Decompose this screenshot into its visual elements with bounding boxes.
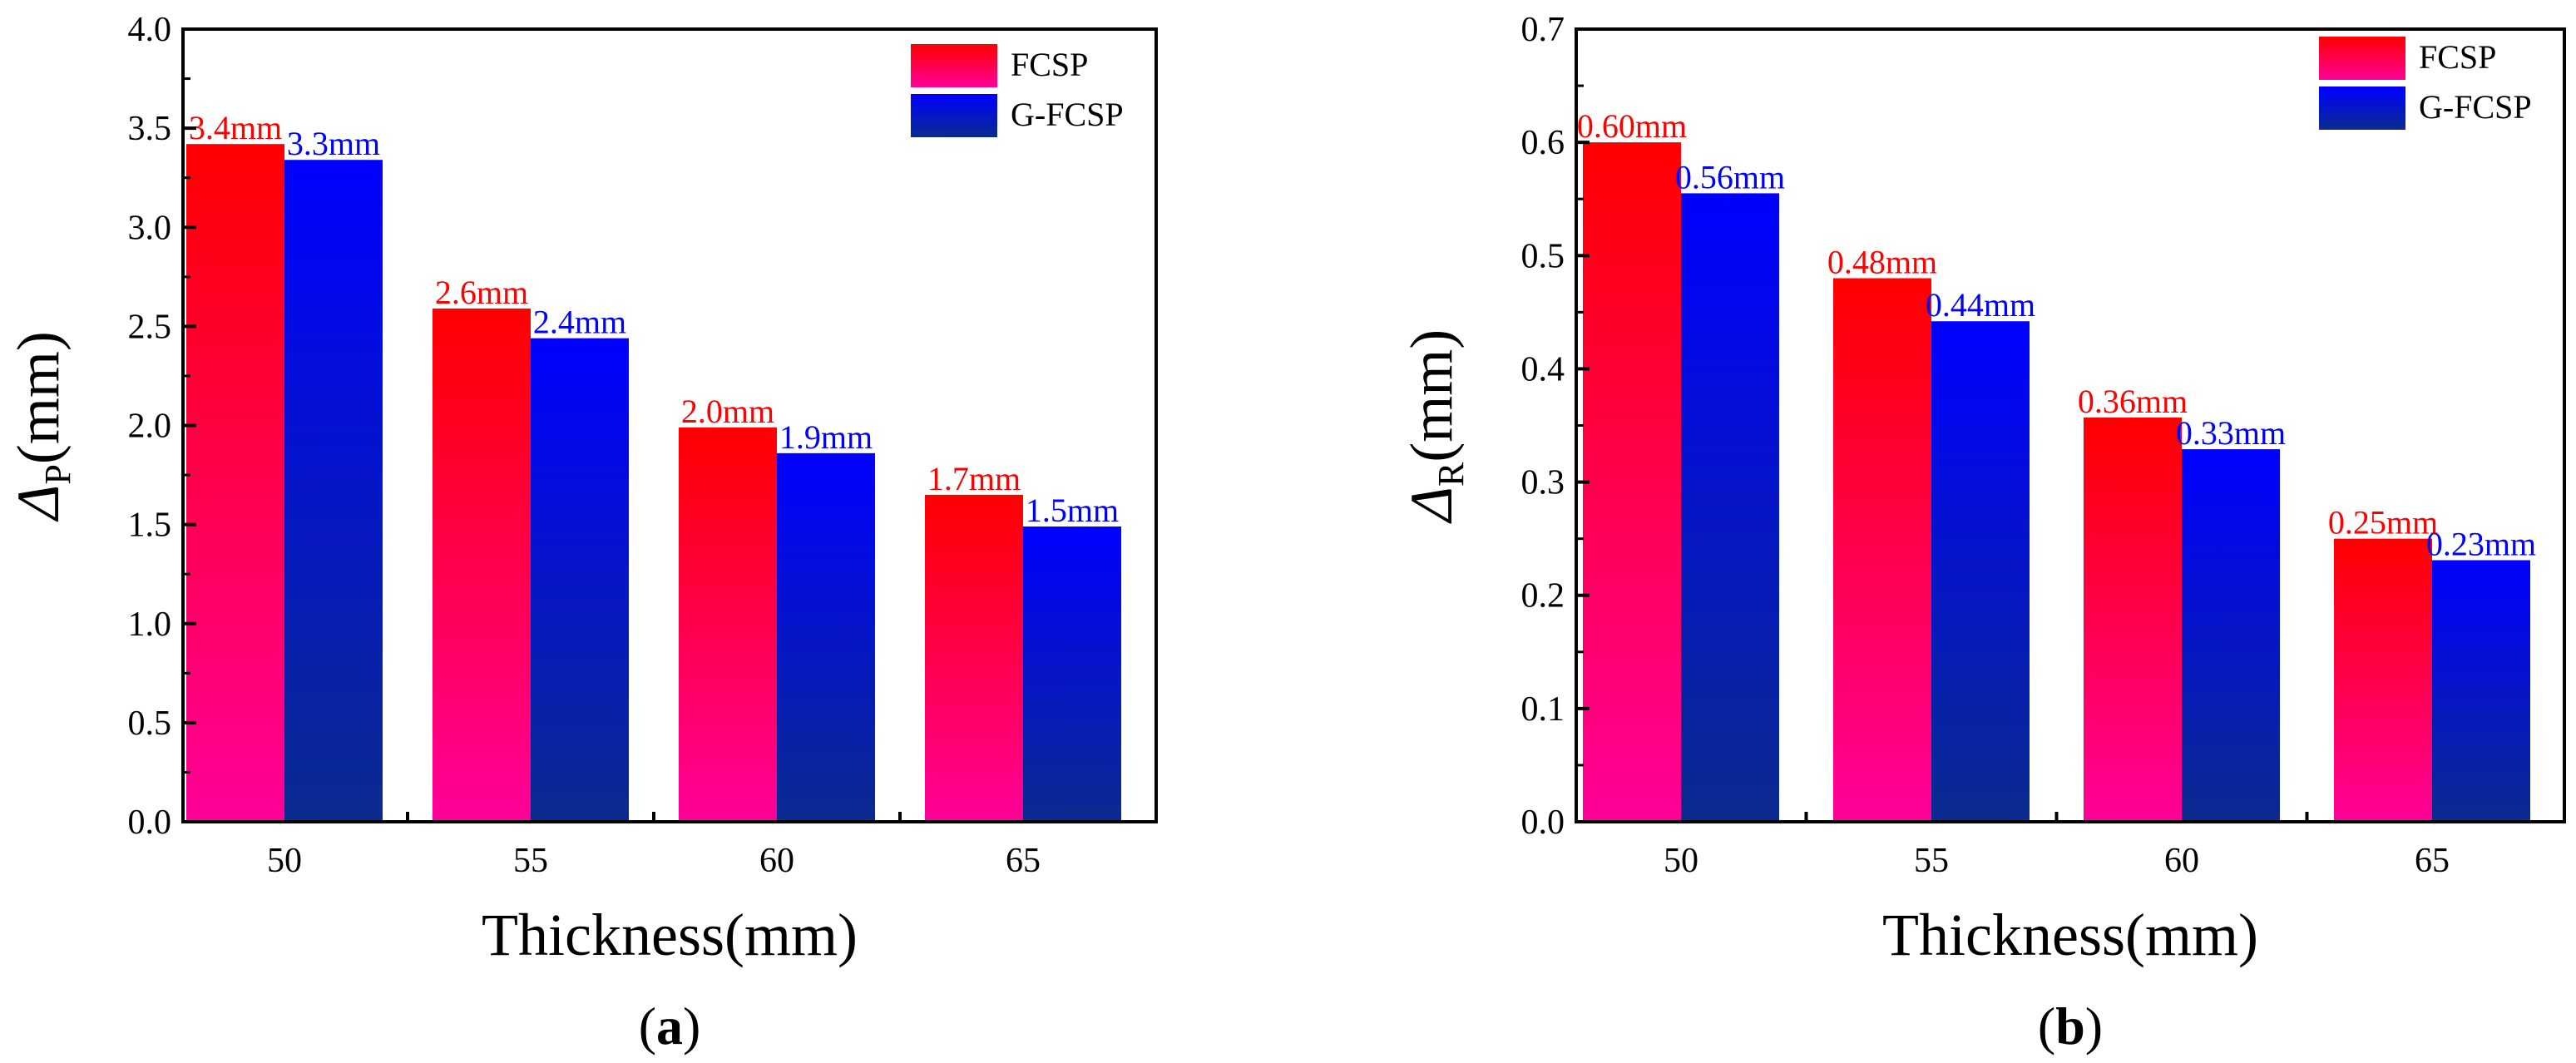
- data-label-g-fcsp-55-a: 2.4mm: [533, 304, 626, 341]
- y-tick-label-a: 1.5: [128, 507, 172, 545]
- legend-label-fcsp-a: FCSP: [1011, 46, 1088, 83]
- x-axis-ticks-a: 50 55 60 65: [267, 812, 1041, 880]
- data-label-g-fcsp-65-b: 0.23mm: [2426, 526, 2536, 563]
- chart-panel-b: 0.60mm 0.48mm 0.36mm 0.25mm 0.56mm 0.44mm 0.33…: [1398, 11, 2566, 1056]
- bar-fcsp-65-a: [925, 494, 1023, 822]
- data-label-g-fcsp-65-a: 1.5mm: [1026, 492, 1119, 529]
- y-tick-label-b: 0.6: [1521, 124, 1565, 162]
- y-tick-label-b: 0.3: [1521, 464, 1565, 502]
- data-label-fcsp-55-a: 2.6mm: [435, 274, 528, 311]
- x-tick-label-b: 65: [2415, 842, 2450, 880]
- bar-fcsp-60-a: [679, 427, 777, 822]
- bar-g-fcsp-55-a: [531, 338, 629, 822]
- legend-label-fcsp-b: FCSP: [2419, 38, 2496, 76]
- legend-swatch-gfcsp-b: [2319, 87, 2405, 130]
- y-axis-ticks-b: 0.0 0.1 0.2 0.3 0.4 0.5 0.6 0.7: [1521, 11, 1590, 842]
- data-label-fcsp-55-b: 0.48mm: [1827, 244, 1937, 281]
- data-labels-a: 3.4mm 2.6mm 2.0mm 1.7mm 3.3mm 2.4mm 1.9mm 1.5mm: [189, 109, 1119, 529]
- data-label-g-fcsp-60-b: 0.33mm: [2176, 414, 2286, 452]
- data-label-fcsp-60-a: 2.0mm: [681, 393, 774, 430]
- y-axis-unit-b: (mm): [1398, 329, 1465, 462]
- y-tick-label-a: 0.5: [128, 705, 172, 743]
- y-tick-label-a: 3.5: [128, 110, 172, 148]
- data-labels-b: 0.60mm 0.48mm 0.36mm 0.25mm 0.56mm 0.44mm 0.33…: [1577, 107, 2536, 562]
- bar-fcsp-60-b: [2084, 417, 2182, 822]
- bars-b: [1583, 142, 2530, 823]
- y-axis-subscript-a: P: [37, 464, 78, 484]
- legend-label-gfcsp-b: G-FCSP: [2419, 88, 2532, 126]
- bar-fcsp-65-b: [2334, 538, 2432, 822]
- y-axis-ticks-a: 0.0 0.5 1.0 1.5 2.0 2.5 3.0 3.5 4.0: [128, 11, 196, 842]
- data-label-g-fcsp-50-a: 3.3mm: [287, 125, 380, 162]
- y-axis-unit-a: (mm): [5, 331, 72, 464]
- y-tick-label-a: 3.0: [128, 209, 172, 247]
- data-label-fcsp-60-b: 0.36mm: [2078, 383, 2188, 420]
- panel-label-a: (a): [639, 996, 701, 1056]
- bar-g-fcsp-60-a: [777, 452, 875, 822]
- bar-fcsp-50-b: [1583, 142, 1681, 823]
- bar-g-fcsp-50-b: [1681, 193, 1779, 822]
- legend-swatch-fcsp-b: [2319, 37, 2405, 80]
- x-tick-label-b: 60: [2164, 842, 2199, 880]
- panel-label-b: (b): [2038, 996, 2103, 1056]
- data-label-g-fcsp-50-b: 0.56mm: [1675, 158, 1785, 195]
- y-tick-label-a: 4.0: [128, 11, 172, 49]
- bar-g-fcsp-55-b: [1931, 321, 2030, 823]
- legend-label-gfcsp-a: G-FCSP: [1011, 96, 1124, 133]
- x-tick-label-b: 55: [1914, 842, 1949, 880]
- bars-a: [186, 144, 1121, 822]
- y-tick-label-a: 2.5: [128, 308, 172, 346]
- x-tick-label-b: 50: [1664, 842, 1698, 880]
- legend-swatch-gfcsp-a: [911, 94, 997, 137]
- bar-g-fcsp-50-a: [284, 160, 383, 822]
- bar-fcsp-55-b: [1833, 278, 1931, 822]
- x-tick-label-a: 65: [1006, 842, 1041, 880]
- y-tick-label-b: 0.0: [1521, 803, 1565, 842]
- y-tick-label-a: 0.0: [128, 803, 172, 842]
- bar-g-fcsp-65-a: [1023, 527, 1121, 822]
- y-tick-label-b: 0.1: [1521, 690, 1565, 729]
- y-axis-symbol-b: Δ: [1398, 487, 1465, 524]
- legend-b: FCSP G-FCSP: [2319, 37, 2532, 130]
- bar-fcsp-50-a: [186, 144, 284, 822]
- x-axis-ticks-b: 50 55 60 65: [1664, 812, 2450, 880]
- y-tick-label-a: 1.0: [128, 606, 172, 644]
- x-tick-label-a: 50: [267, 842, 302, 880]
- x-tick-label-a: 60: [759, 842, 794, 880]
- y-axis-title-b: ΔR(mm): [1398, 329, 1471, 525]
- y-axis-subscript-b: R: [1431, 462, 1471, 487]
- data-label-g-fcsp-60-a: 1.9mm: [779, 418, 873, 456]
- data-label-fcsp-50-a: 3.4mm: [189, 109, 282, 146]
- y-tick-label-b: 0.7: [1521, 11, 1565, 49]
- bar-g-fcsp-60-b: [2182, 449, 2280, 822]
- y-tick-label-b: 0.4: [1521, 350, 1565, 388]
- x-tick-label-a: 55: [513, 842, 548, 880]
- x-axis-title-a: Thickness(mm): [482, 902, 858, 968]
- bar-g-fcsp-65-b: [2432, 560, 2530, 822]
- data-label-g-fcsp-55-b: 0.44mm: [1926, 286, 2035, 324]
- y-tick-label-a: 2.0: [128, 408, 172, 446]
- chart-panel-a: 3.4mm 2.6mm 2.0mm 1.7mm 3.3mm 2.4mm 1.9mm 1.5mm…: [5, 11, 1158, 1056]
- y-axis-title-a: ΔP(mm): [5, 331, 78, 522]
- legend-a: FCSP G-FCSP: [911, 44, 1124, 137]
- data-label-fcsp-65-b: 0.25mm: [2328, 504, 2438, 541]
- data-label-fcsp-50-b: 0.60mm: [1577, 107, 1687, 145]
- legend-swatch-fcsp-a: [911, 44, 997, 87]
- y-tick-label-b: 0.2: [1521, 577, 1565, 616]
- x-axis-title-b: Thickness(mm): [1882, 902, 2258, 968]
- y-axis-symbol-a: Δ: [5, 485, 72, 522]
- data-label-fcsp-65-a: 1.7mm: [927, 460, 1021, 497]
- y-tick-label-b: 0.5: [1521, 237, 1565, 275]
- bar-fcsp-55-a: [433, 308, 531, 822]
